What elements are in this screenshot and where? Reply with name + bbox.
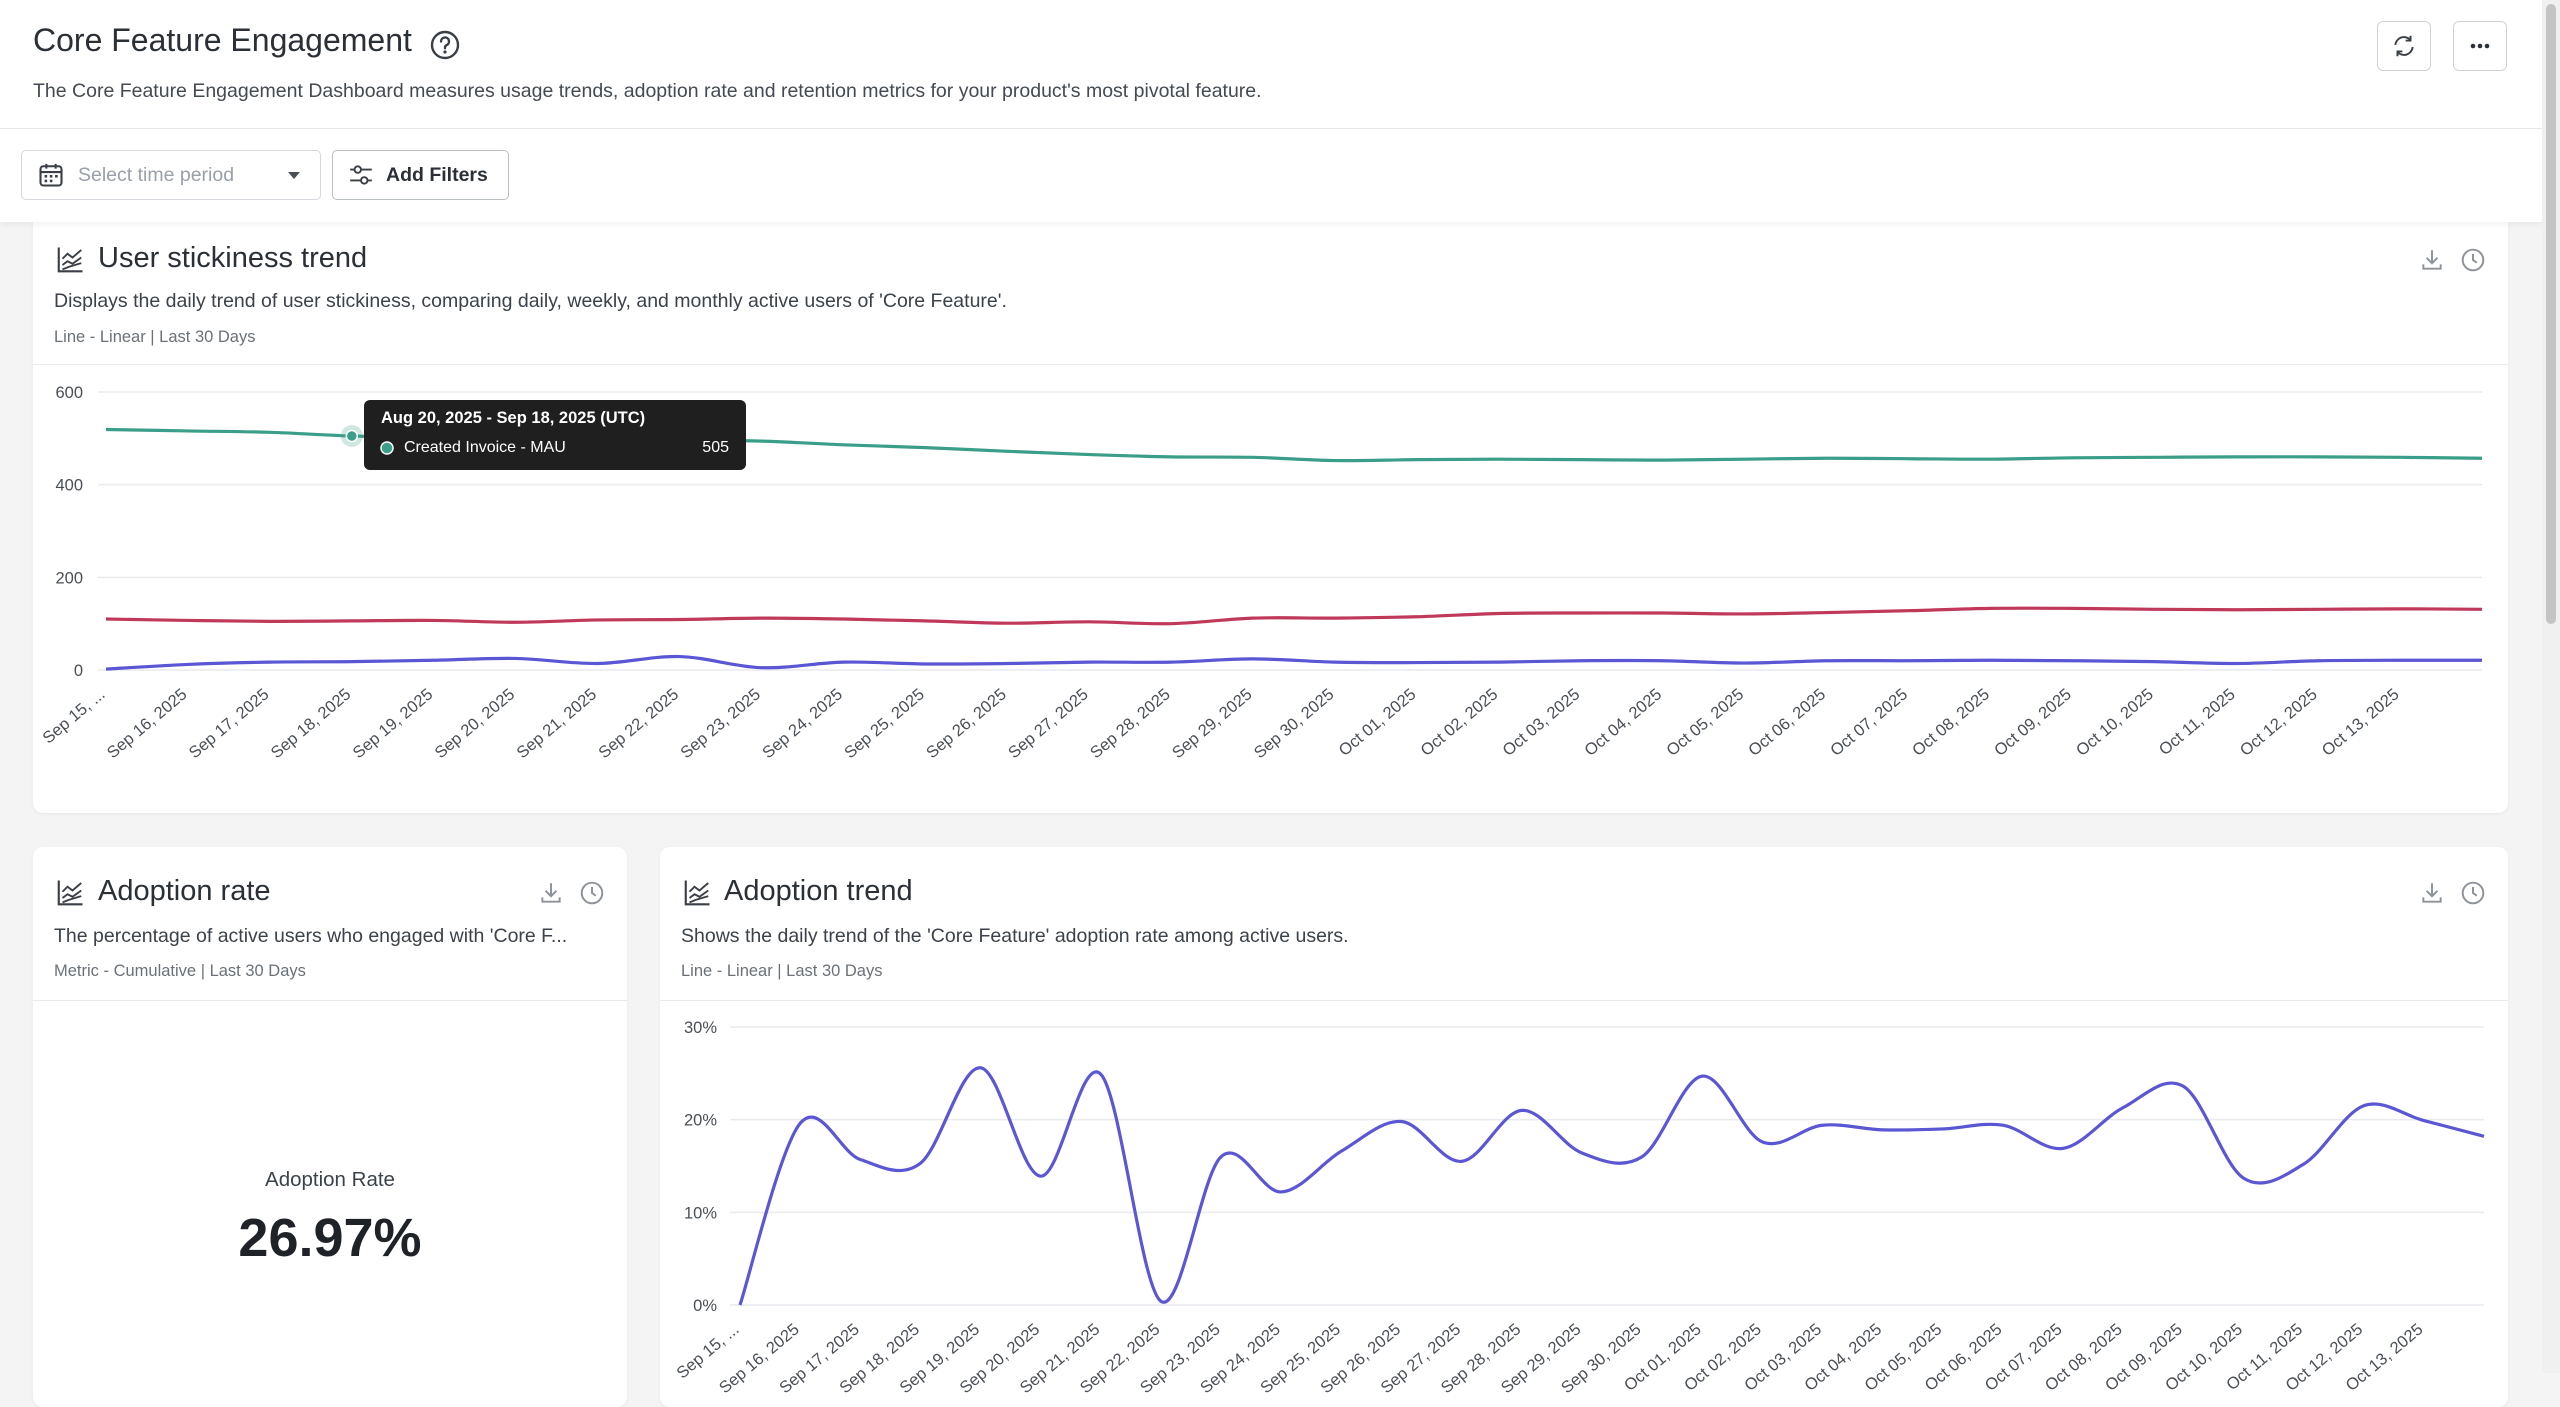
refresh-button[interactable] bbox=[2377, 21, 2431, 71]
metric-label: Adoption Rate bbox=[265, 1168, 395, 1191]
x-tick-label: Sep 20, 2025 bbox=[431, 685, 518, 762]
refresh-icon bbox=[2394, 35, 2414, 57]
x-tick-label: Oct 02, 2025 bbox=[1417, 685, 1501, 760]
tooltip: Aug 20, 2025 - Sep 18, 2025 (UTC) Create… bbox=[364, 400, 746, 470]
x-tick-label: Sep 15, ... bbox=[39, 685, 108, 747]
page-description: The Core Feature Engagement Dashboard me… bbox=[33, 80, 1262, 102]
panel-caption: Metric - Cumulative | Last 30 Days bbox=[54, 962, 306, 980]
page-title: Core Feature Engagement bbox=[33, 22, 412, 58]
panel-divider bbox=[33, 364, 2508, 365]
data-line bbox=[105, 654, 2483, 671]
panel-divider bbox=[660, 1000, 2508, 1001]
tooltip-value: 505 bbox=[702, 439, 729, 456]
help-icon[interactable] bbox=[429, 29, 461, 61]
chart-icon bbox=[57, 880, 83, 906]
x-tick-label: Sep 22, 2025 bbox=[595, 685, 682, 762]
x-tick-label: Sep 24, 2025 bbox=[759, 685, 846, 762]
more-icon bbox=[2470, 43, 2490, 49]
dropdown-caret bbox=[288, 172, 300, 179]
add-filters-button[interactable]: Add Filters bbox=[332, 150, 509, 200]
scrollbar[interactable] bbox=[2542, 0, 2560, 1373]
panel-caption: Line - Linear | Last 30 Days bbox=[54, 328, 256, 346]
hover-point bbox=[345, 429, 359, 443]
filters-label: Add Filters bbox=[386, 164, 488, 186]
history-icon[interactable] bbox=[2460, 247, 2486, 273]
panel-title: Adoption trend bbox=[724, 875, 913, 907]
panel-title: Adoption rate bbox=[98, 875, 271, 907]
x-tick-label: Oct 08, 2025 bbox=[1909, 685, 1993, 760]
select-placeholder: Select time period bbox=[78, 164, 235, 186]
history-icon[interactable] bbox=[579, 880, 605, 906]
x-tick-label: Sep 26, 2025 bbox=[923, 685, 1010, 762]
data-line bbox=[105, 606, 2483, 626]
y-tick-label: 200 bbox=[55, 569, 83, 587]
panel-description: Shows the daily trend of the 'Core Featu… bbox=[681, 925, 1349, 947]
tooltip-title: Aug 20, 2025 - Sep 18, 2025 (UTC) bbox=[381, 409, 646, 427]
x-tick-label: Oct 03, 2025 bbox=[1499, 685, 1583, 760]
metric-value: 26.97% bbox=[238, 1208, 422, 1268]
y-tick-label: 30% bbox=[684, 1019, 717, 1037]
x-tick-label: Oct 09, 2025 bbox=[1991, 685, 2075, 760]
x-tick-label: Oct 13, 2025 bbox=[2319, 685, 2403, 760]
x-tick-label: Sep 30, 2025 bbox=[1251, 685, 1338, 762]
x-tick-label: Sep 23, 2025 bbox=[677, 685, 764, 762]
x-tick-label: Sep 19, 2025 bbox=[350, 685, 437, 762]
panel-divider bbox=[33, 1000, 627, 1001]
adoption-trend-panel: Adoption trend Shows the daily trend of … bbox=[660, 847, 2508, 1407]
more-button[interactable] bbox=[2453, 21, 2507, 71]
tooltip-series: Created Invoice - MAU bbox=[404, 439, 566, 456]
filters-icon bbox=[350, 165, 372, 185]
y-tick-label: 0 bbox=[74, 662, 83, 680]
x-tick-label: Sep 21, 2025 bbox=[513, 685, 600, 762]
data-line bbox=[738, 1066, 2485, 1306]
x-tick-label: Oct 04, 2025 bbox=[1581, 685, 1665, 760]
tooltip-swatch bbox=[380, 441, 394, 455]
toolbar: Select time period Add Filters bbox=[0, 129, 2542, 222]
x-tick-label: Sep 25, 2025 bbox=[841, 685, 928, 762]
x-tick-label: Sep 17, 2025 bbox=[186, 685, 273, 762]
chart-icon bbox=[57, 247, 83, 273]
y-tick-label: 0% bbox=[693, 1297, 717, 1315]
download-icon[interactable] bbox=[2419, 880, 2445, 906]
x-tick-label: Sep 28, 2025 bbox=[1087, 685, 1174, 762]
history-icon[interactable] bbox=[2460, 880, 2486, 906]
adoption-rate-panel: Adoption rate The percentage of active u… bbox=[33, 847, 627, 1407]
y-tick-label: 20% bbox=[684, 1112, 717, 1130]
x-tick-label: Sep 16, 2025 bbox=[104, 685, 191, 762]
x-tick-label: Oct 07, 2025 bbox=[1827, 685, 1911, 760]
stickiness-panel: User stickiness trend Displays the daily… bbox=[33, 212, 2508, 813]
x-tick-label: Oct 11, 2025 bbox=[2156, 685, 2239, 759]
x-tick-label: Sep 27, 2025 bbox=[1005, 685, 1092, 762]
panel-description: Displays the daily trend of user stickin… bbox=[54, 290, 1007, 312]
x-tick-label: Sep 29, 2025 bbox=[1169, 685, 1256, 762]
panel-description: The percentage of active users who engag… bbox=[54, 925, 568, 947]
y-tick-label: 400 bbox=[55, 477, 83, 495]
calendar-icon bbox=[39, 163, 63, 187]
x-tick-label: Oct 06, 2025 bbox=[1745, 685, 1829, 760]
x-tick-label: Oct 05, 2025 bbox=[1663, 685, 1747, 760]
panel-caption: Line - Linear | Last 30 Days bbox=[681, 962, 883, 980]
scroll-thumb[interactable] bbox=[2546, 4, 2556, 624]
x-tick-label: Oct 01, 2025 bbox=[1336, 685, 1420, 760]
chart-icon bbox=[684, 880, 710, 906]
y-tick-label: 10% bbox=[684, 1204, 717, 1222]
time-period-select[interactable]: Select time period bbox=[21, 150, 321, 200]
panel-title: User stickiness trend bbox=[98, 242, 368, 274]
x-tick-label: Oct 10, 2025 bbox=[2073, 685, 2157, 760]
y-tick-label: 600 bbox=[55, 384, 83, 402]
download-icon[interactable] bbox=[538, 880, 564, 906]
download-icon[interactable] bbox=[2419, 247, 2445, 273]
x-tick-label: Oct 12, 2025 bbox=[2237, 685, 2321, 760]
header: Core Feature Engagement The Core Feature… bbox=[0, 0, 2542, 129]
x-tick-label: Sep 18, 2025 bbox=[268, 685, 355, 762]
